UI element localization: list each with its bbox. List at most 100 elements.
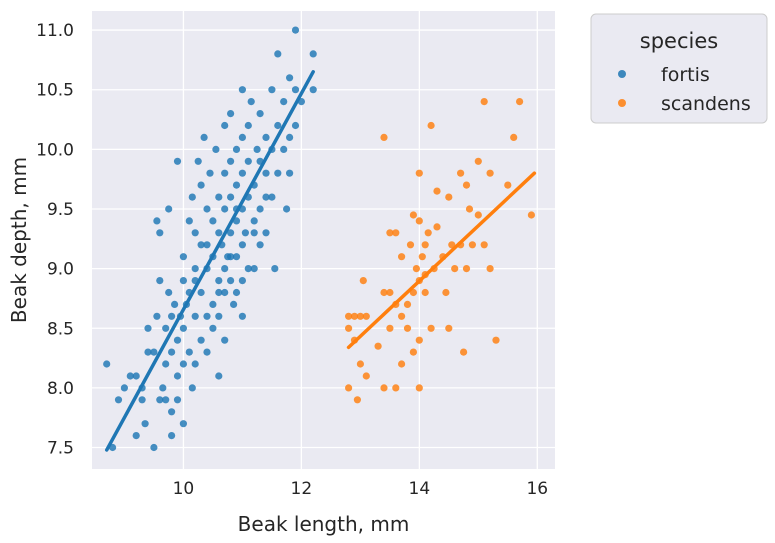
data-point-fortis xyxy=(244,157,252,165)
legend-marker-scandens xyxy=(618,99,626,107)
data-point-fortis xyxy=(206,169,214,177)
data-point-fortis xyxy=(215,277,223,285)
data-point-fortis xyxy=(238,241,246,249)
data-point-fortis xyxy=(256,205,264,213)
data-point-scandens xyxy=(415,169,423,177)
data-point-fortis xyxy=(227,277,235,285)
data-point-fortis xyxy=(215,312,223,320)
data-point-fortis xyxy=(141,420,149,428)
data-point-fortis xyxy=(221,265,229,273)
data-point-scandens xyxy=(418,253,426,261)
data-point-fortis xyxy=(244,121,252,130)
data-point-fortis xyxy=(200,133,208,141)
data-point-scandens xyxy=(350,312,359,320)
data-point-fortis xyxy=(291,86,300,94)
y-tick-label: 10.5 xyxy=(36,81,74,101)
y-tick-label: 9.0 xyxy=(47,260,74,280)
data-point-fortis xyxy=(221,121,229,130)
data-point-fortis xyxy=(283,205,291,213)
data-point-fortis xyxy=(253,145,261,153)
data-point-fortis xyxy=(274,169,282,177)
data-point-fortis xyxy=(156,277,164,285)
data-point-fortis xyxy=(238,86,246,94)
data-point-fortis xyxy=(291,26,300,34)
data-point-scandens xyxy=(345,324,353,332)
data-point-fortis xyxy=(162,396,170,404)
data-point-fortis xyxy=(162,324,170,332)
data-point-fortis xyxy=(159,384,167,392)
data-point-fortis xyxy=(138,396,146,404)
data-point-fortis xyxy=(274,121,282,130)
data-point-fortis xyxy=(168,312,176,320)
data-point-scandens xyxy=(362,312,370,320)
data-point-scandens xyxy=(516,98,524,106)
data-point-fortis xyxy=(173,336,182,344)
legend-marker-fortis xyxy=(618,70,626,78)
data-point-fortis xyxy=(203,348,211,356)
y-tick-label: 11.0 xyxy=(36,21,74,41)
data-point-fortis xyxy=(179,253,187,261)
data-point-fortis xyxy=(286,133,294,141)
data-point-fortis xyxy=(232,145,241,153)
data-point-fortis xyxy=(232,253,241,261)
data-point-fortis xyxy=(221,288,229,297)
data-point-scandens xyxy=(345,312,353,320)
data-point-scandens xyxy=(359,277,367,285)
data-point-scandens xyxy=(345,384,353,392)
data-point-fortis xyxy=(185,348,193,356)
data-point-scandens xyxy=(386,288,394,297)
data-point-fortis xyxy=(197,181,205,189)
data-point-fortis xyxy=(179,420,187,428)
data-point-scandens xyxy=(486,169,494,177)
data-point-fortis xyxy=(114,396,123,404)
legend: species fortis scandens xyxy=(590,13,768,124)
data-point-scandens xyxy=(492,336,500,344)
data-point-fortis xyxy=(221,336,229,344)
data-point-fortis xyxy=(203,312,211,320)
data-point-fortis xyxy=(153,312,161,320)
data-point-scandens xyxy=(356,360,364,368)
data-point-fortis xyxy=(250,217,258,225)
x-tick-label: 14 xyxy=(409,479,431,499)
data-point-scandens xyxy=(409,288,417,297)
x-axis-label: Beak length, mm xyxy=(238,512,410,536)
data-point-fortis xyxy=(132,372,140,380)
data-point-fortis xyxy=(165,288,173,297)
data-point-fortis xyxy=(144,324,152,332)
data-point-fortis xyxy=(262,133,270,141)
data-point-scandens xyxy=(480,98,488,106)
data-point-fortis xyxy=(179,360,187,368)
data-point-fortis xyxy=(191,360,199,368)
data-point-scandens xyxy=(474,211,482,219)
data-point-fortis xyxy=(238,277,246,285)
data-point-fortis xyxy=(162,360,170,368)
data-point-fortis xyxy=(262,169,270,177)
data-point-scandens xyxy=(445,324,453,332)
data-point-fortis xyxy=(227,229,235,237)
data-point-scandens xyxy=(403,324,412,332)
data-point-fortis xyxy=(156,229,164,237)
fit-line-scandens xyxy=(346,171,537,350)
data-point-fortis xyxy=(171,300,179,308)
data-point-fortis xyxy=(197,288,205,297)
data-point-fortis xyxy=(188,384,196,392)
data-point-fortis xyxy=(153,217,161,225)
data-point-scandens xyxy=(362,372,370,380)
data-point-fortis xyxy=(250,265,258,273)
y-tick-label: 7.5 xyxy=(47,439,74,459)
data-point-fortis xyxy=(197,241,205,249)
data-point-fortis xyxy=(227,110,235,118)
data-point-fortis xyxy=(215,193,223,201)
data-point-fortis xyxy=(185,217,193,225)
data-point-fortis xyxy=(150,443,158,452)
plot-area xyxy=(92,11,555,469)
data-point-scandens xyxy=(457,169,465,177)
data-point-fortis xyxy=(203,205,211,213)
data-point-scandens xyxy=(380,133,388,141)
data-point-fortis xyxy=(230,300,238,308)
data-point-fortis xyxy=(232,288,241,297)
data-point-scandens xyxy=(451,265,459,273)
data-point-scandens xyxy=(486,265,494,273)
data-point-scandens xyxy=(465,205,474,213)
